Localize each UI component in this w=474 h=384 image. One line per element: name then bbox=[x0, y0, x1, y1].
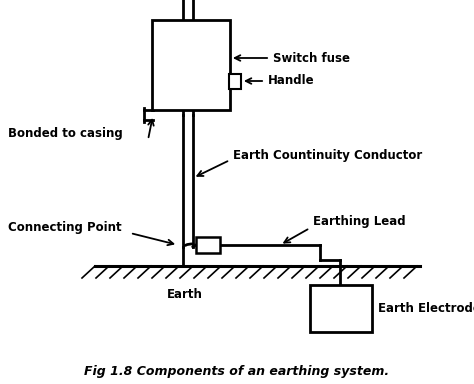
Bar bbox=[229, 74, 241, 89]
Text: Bonded to casing: Bonded to casing bbox=[8, 126, 123, 139]
Bar bbox=[152, 20, 230, 110]
Bar bbox=[310, 285, 372, 332]
Text: Earthing Lead: Earthing Lead bbox=[313, 215, 406, 228]
Text: Handle: Handle bbox=[268, 74, 315, 88]
Text: Switch fuse: Switch fuse bbox=[273, 51, 350, 65]
Text: Earth Countinuity Conductor: Earth Countinuity Conductor bbox=[233, 149, 422, 162]
Text: Earth: Earth bbox=[167, 288, 203, 301]
Text: Earth Electrode: Earth Electrode bbox=[378, 301, 474, 314]
Text: Connecting Point: Connecting Point bbox=[8, 220, 122, 233]
Bar bbox=[196, 237, 220, 253]
Text: Fig 1.8 Components of an earthing system.: Fig 1.8 Components of an earthing system… bbox=[84, 366, 390, 379]
